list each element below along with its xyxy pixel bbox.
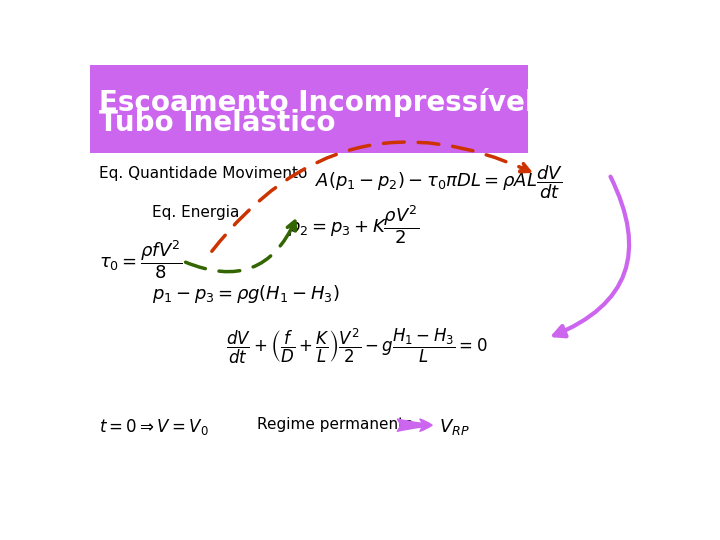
Text: $t=0\Rightarrow V=V_0$: $t=0\Rightarrow V=V_0$ [99, 417, 209, 437]
Bar [90, 65, 528, 153]
FancyArrowPatch shape [554, 177, 629, 336]
Text: Regime permanente: Regime permanente [256, 417, 413, 433]
Text: Eq. Quantidade Movimento: Eq. Quantidade Movimento [99, 166, 307, 181]
Text: Eq. Energia: Eq. Energia [152, 205, 239, 220]
Text: $A(p_1-p_2)-\tau_0\pi DL=\rho AL\dfrac{dV}{dt}$: $A(p_1-p_2)-\tau_0\pi DL=\rho AL\dfrac{d… [315, 164, 563, 201]
Text: Escoamento Incompressível em: Escoamento Incompressível em [99, 88, 592, 117]
Text: $\dfrac{dV}{dt}+\left(\dfrac{f}{D}+\dfrac{K}{L}\right)\dfrac{V^2}{2}-g\dfrac{H_1: $\dfrac{dV}{dt}+\left(\dfrac{f}{D}+\dfra… [225, 327, 487, 366]
FancyArrowPatch shape [212, 142, 530, 251]
Text: $p_2=p_3+K\dfrac{\rho V^2}{2}$: $p_2=p_3+K\dfrac{\rho V^2}{2}$ [287, 204, 419, 246]
FancyArrowPatch shape [186, 221, 295, 272]
Text: $p_1-p_3=\rho g(H_1-H_3)$: $p_1-p_3=\rho g(H_1-H_3)$ [152, 283, 340, 305]
FancyArrowPatch shape [397, 419, 432, 431]
Text: $V_{RP}$: $V_{RP}$ [438, 417, 469, 437]
Text: $\tau_0=\dfrac{\rho fV^2}{8}$: $\tau_0=\dfrac{\rho fV^2}{8}$ [99, 238, 183, 281]
Text: Tubo Inelástico: Tubo Inelástico [99, 110, 336, 138]
